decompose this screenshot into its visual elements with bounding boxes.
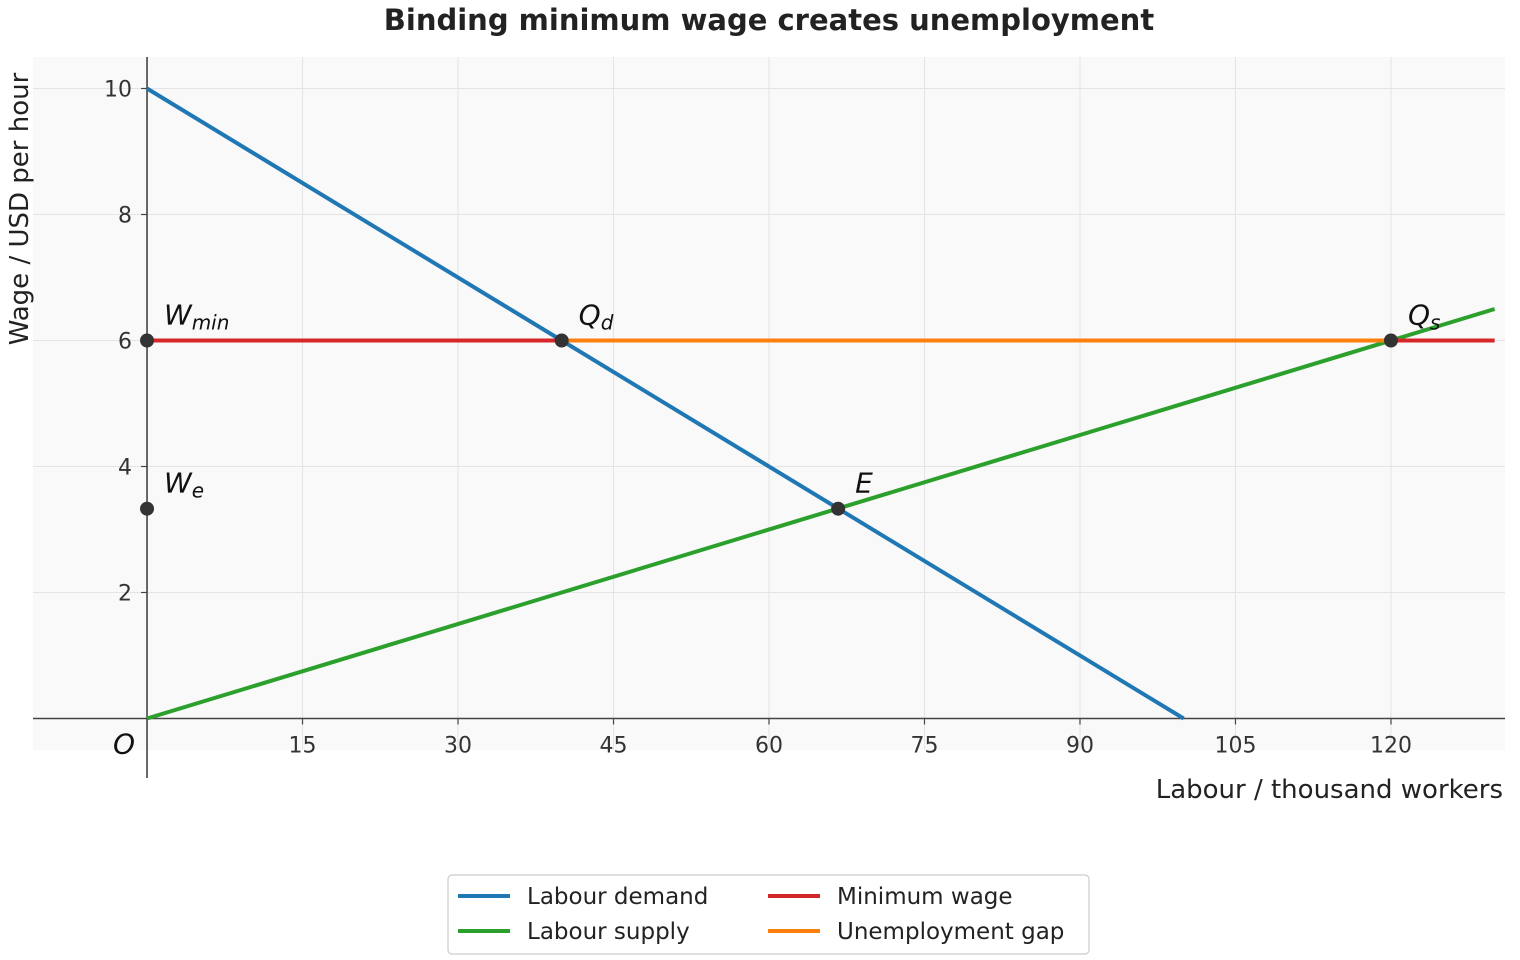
y-axis-label: Wage / USD per hour <box>5 72 35 345</box>
point-marker <box>831 501 846 516</box>
x-tick-label: 60 <box>755 734 783 759</box>
series <box>145 86 1496 721</box>
point-marker <box>140 501 155 516</box>
x-tick-label: 105 <box>1214 734 1256 759</box>
x-tick-label: 15 <box>289 734 317 759</box>
legend-label-labour-supply: Labour supply <box>527 919 690 945</box>
origin-label: O <box>113 728 135 761</box>
x-tick-label: 90 <box>1066 734 1094 759</box>
chart-title: Binding minimum wage creates unemploymen… <box>384 3 1155 37</box>
legend: Labour demand Labour supply Minimum wage Un… <box>447 874 1090 955</box>
labour-demand-line <box>145 86 1185 721</box>
point-label: E <box>855 467 873 500</box>
x-tick-label: 75 <box>910 734 938 759</box>
x-tick-label: 45 <box>600 734 628 759</box>
point-marker <box>1383 333 1398 348</box>
point-marker <box>554 333 569 348</box>
labour-supply-line <box>146 307 1496 721</box>
x-axis-label: Labour / thousand workers <box>1156 775 1503 805</box>
y-tick-label: 8 <box>118 204 132 229</box>
legend-frame <box>447 874 1090 955</box>
point-label: We <box>164 467 204 503</box>
point-marker <box>140 333 155 348</box>
legend-label-unemployment-gap: Unemployment gap <box>837 919 1064 945</box>
y-tick-label: 6 <box>118 330 132 355</box>
y-tick-label: 2 <box>118 582 132 607</box>
y-tick-label: 4 <box>118 456 132 481</box>
x-tick-label: 30 <box>444 734 472 759</box>
legend-label-minimum-wage: Minimum wage <box>837 884 1013 910</box>
ticks: 153045607590105120135246810O <box>104 78 1412 761</box>
legend-label-labour-demand: Labour demand <box>527 884 708 910</box>
x-tick-label: 120 <box>1370 734 1412 759</box>
y-tick-label: 10 <box>104 78 132 103</box>
